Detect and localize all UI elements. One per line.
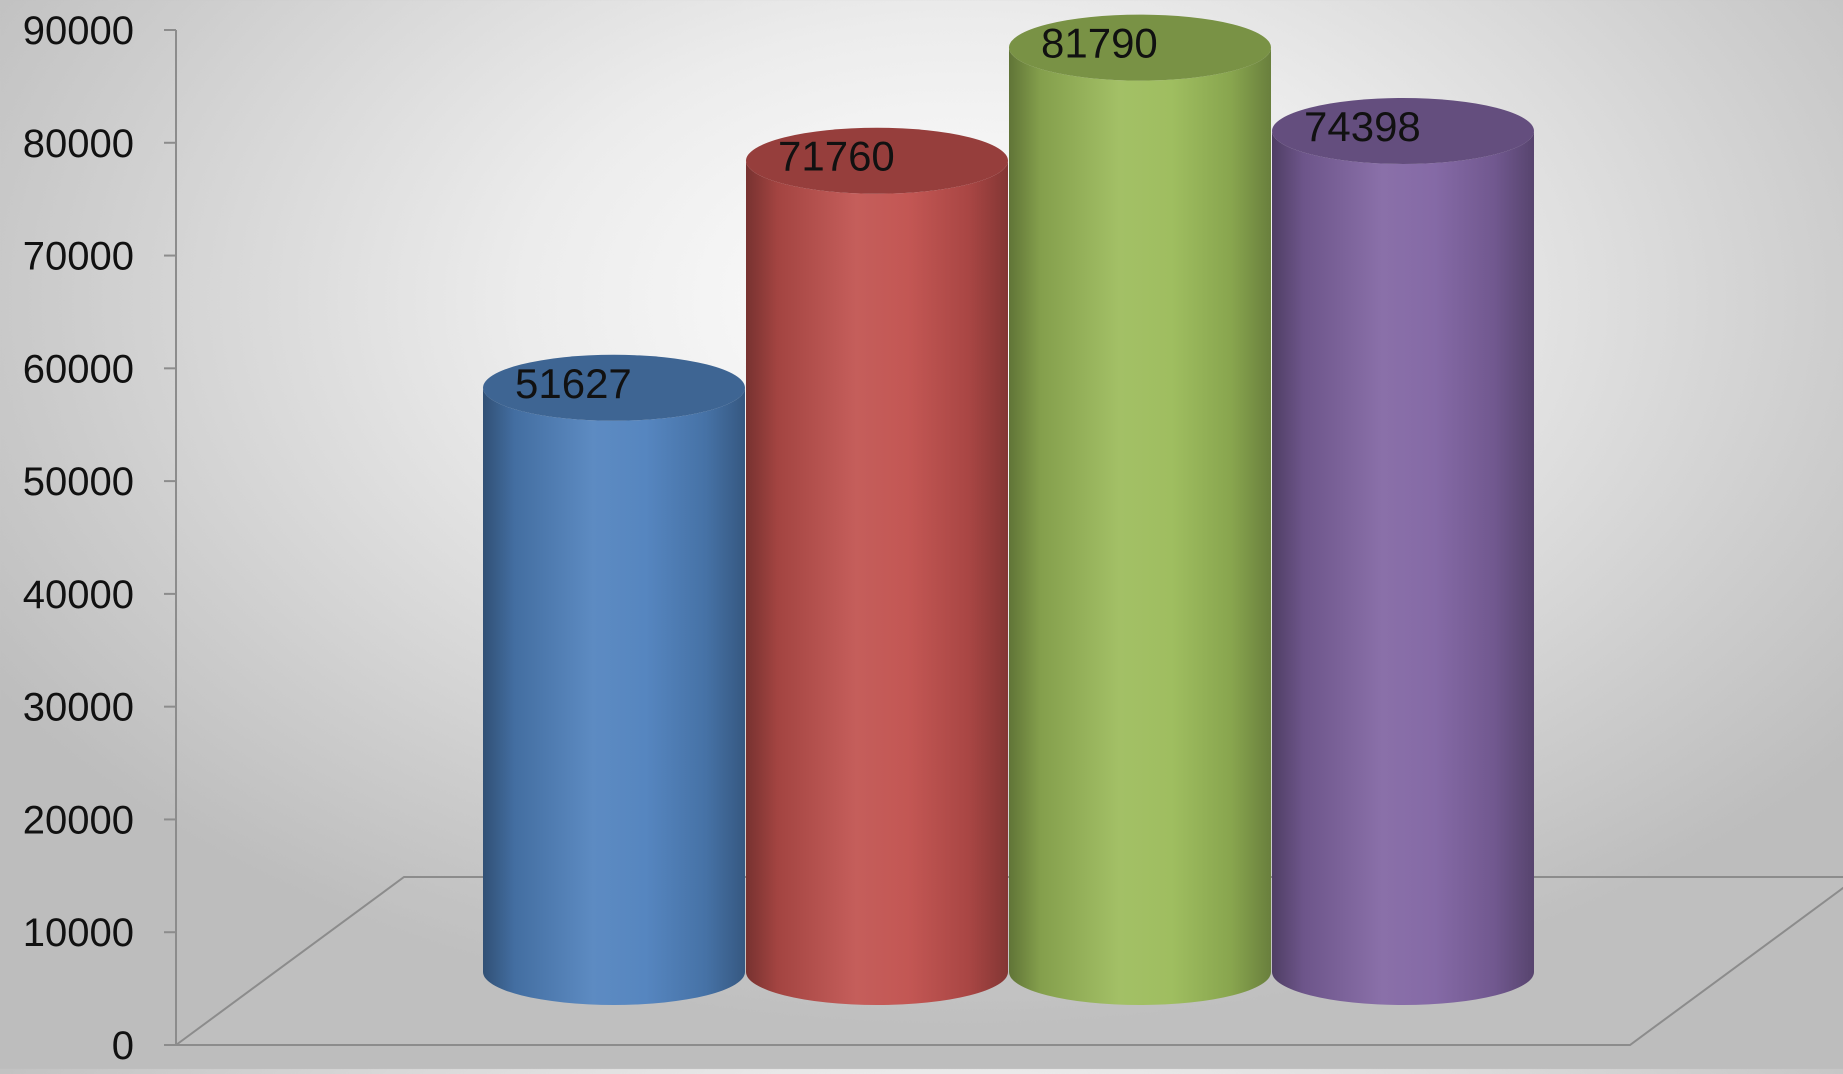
y-tick-label: 50000 [23, 460, 134, 504]
y-tick-label: 10000 [23, 911, 134, 955]
bar-2 [746, 127, 1008, 1005]
y-tick-label: 90000 [23, 9, 134, 53]
y-tick-label: 60000 [23, 347, 134, 391]
y-tick-label: 70000 [23, 235, 134, 279]
data-labels: 51627 71760 81790 74398 [515, 20, 1421, 407]
bar-body [1009, 47, 1271, 1005]
y-tick-label: 40000 [23, 573, 134, 617]
bar-body [746, 160, 1008, 1005]
bar-1 [483, 354, 745, 1005]
y-tick-label: 20000 [23, 798, 134, 842]
bar-top [1272, 97, 1534, 164]
data-label-3: 81790 [1041, 20, 1158, 67]
data-label-2: 71760 [778, 133, 895, 180]
data-label-1: 51627 [515, 360, 632, 407]
data-label-4: 74398 [1304, 103, 1421, 150]
bar-top [1009, 14, 1271, 81]
y-tick-label: 80000 [23, 122, 134, 166]
bar-top [483, 354, 745, 421]
bars [483, 14, 1534, 1006]
y-tick-label: 0 [112, 1024, 134, 1068]
bar-body [483, 387, 745, 1005]
bar-body [1272, 130, 1534, 1006]
bar-top [746, 127, 1008, 194]
bar-3 [1009, 14, 1271, 1005]
bar-4 [1272, 97, 1534, 1006]
y-axis: 0 10000 20000 30000 40000 50000 60000 70000 8000… [23, 9, 177, 1068]
y-tick-label: 30000 [23, 686, 134, 730]
